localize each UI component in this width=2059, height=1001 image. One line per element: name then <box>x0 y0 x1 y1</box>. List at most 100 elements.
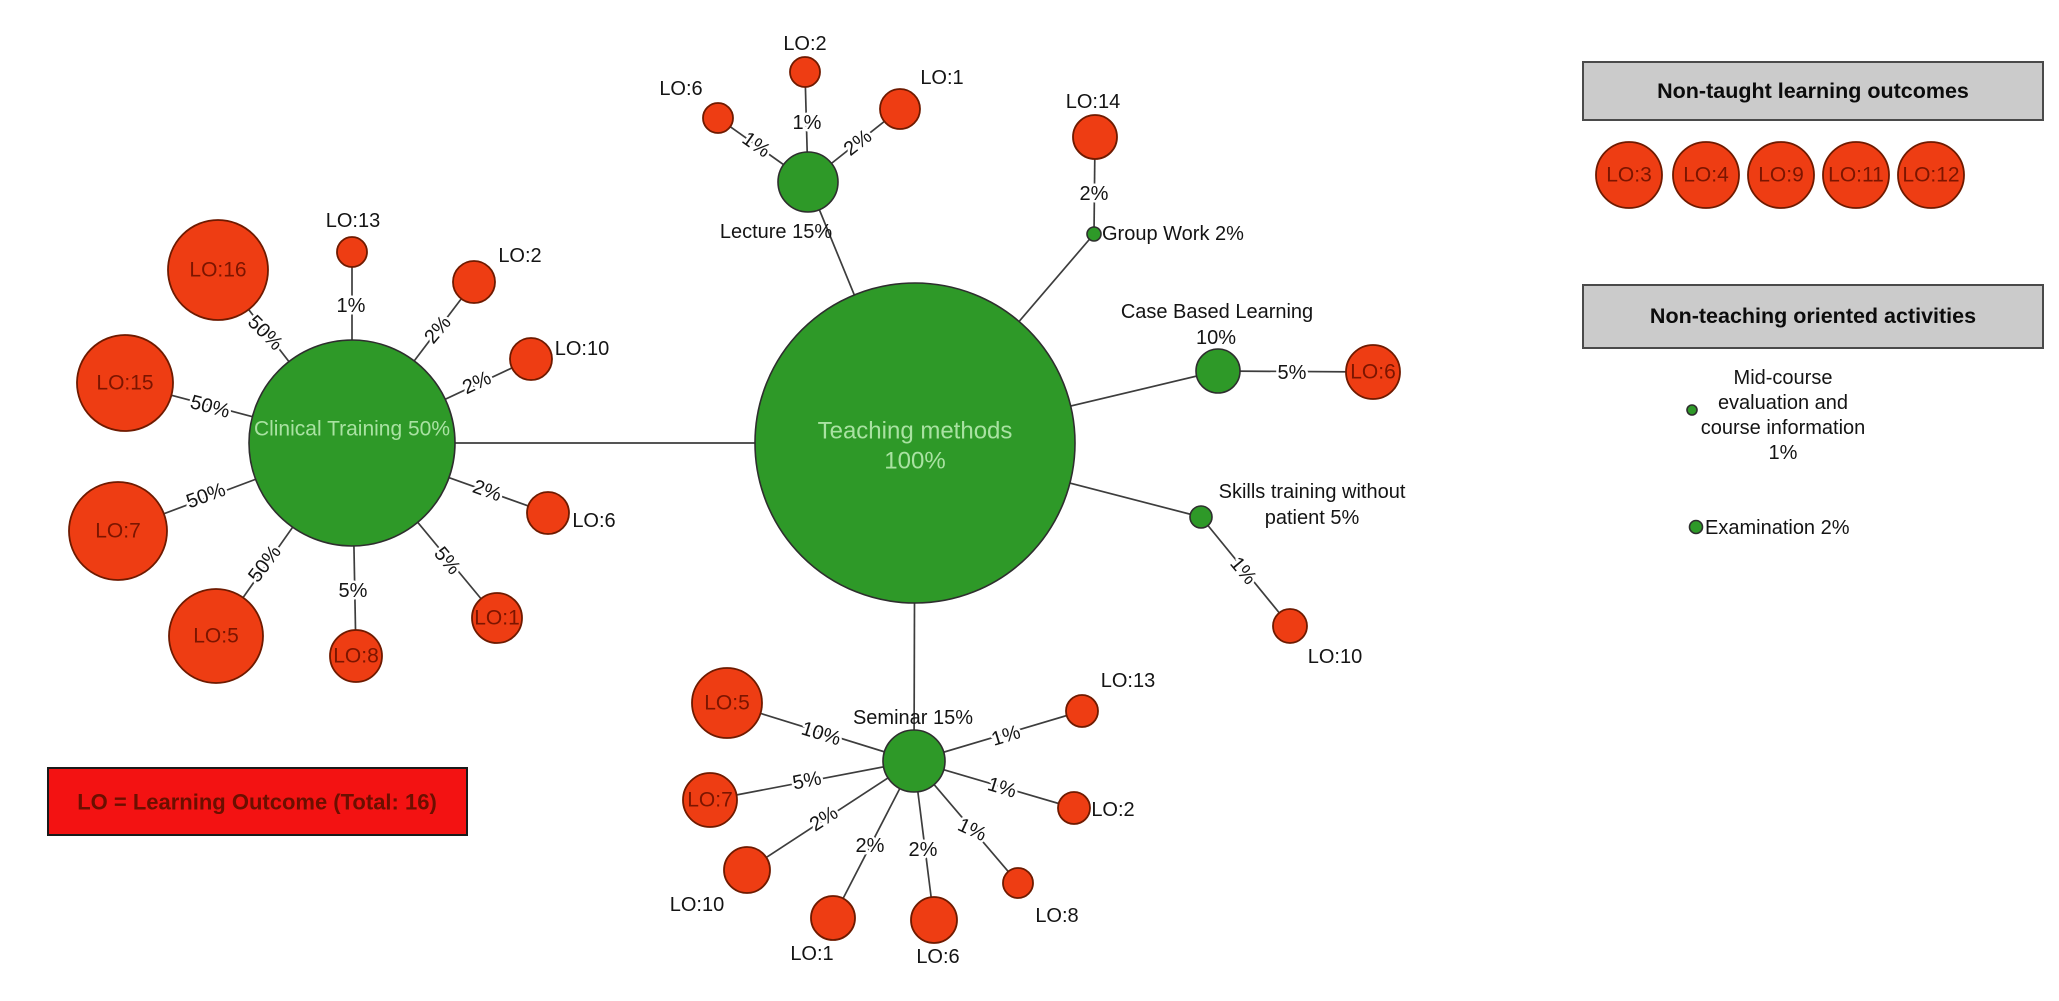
label-seminar-lo7: LO:7 <box>687 789 733 812</box>
case-based-learning-label: Case Based Learning <box>1121 301 1313 323</box>
node-lecture-lo2 <box>789 56 821 88</box>
label-seminar-lo10: LO:10 <box>670 894 724 916</box>
label-casebased-lo6: LO:6 <box>1350 361 1396 384</box>
pct-clinical-lo13: 1% <box>337 295 366 317</box>
skills-training-label-line1: Skills training without <box>1219 481 1406 503</box>
node-skills-lo10 <box>1272 608 1308 644</box>
label-nontaught-lo9: LO:9 <box>1758 164 1804 187</box>
pct-seminar-lo13: 1% <box>989 721 1023 751</box>
pct-groupwork-lo14: 2% <box>1080 183 1109 205</box>
teaching-methods-label: Teaching methods <box>818 418 1013 445</box>
pct-clinical-lo15: 50% <box>188 391 233 423</box>
edge-seminar-lo7 <box>709 760 915 801</box>
node-nontaught-lo3 <box>1595 141 1663 209</box>
pct-clinical-lo8: 5% <box>339 580 368 602</box>
pct-seminar-lo1: 2% <box>856 835 885 857</box>
node-skills-training <box>1189 505 1213 529</box>
mid-course-line1: Mid-course <box>1734 367 1833 389</box>
pct-lecture-lo1: 2% <box>840 125 876 160</box>
node-nontaught-lo9 <box>1747 141 1815 209</box>
node-clinical-training <box>248 339 456 547</box>
label-clinical-lo2: LO:2 <box>498 245 541 267</box>
pct-seminar-lo7: 5% <box>791 767 824 794</box>
pct-seminar-lo6: 2% <box>909 839 938 861</box>
pct-clinical-lo16: 50% <box>243 311 287 355</box>
edge-skills-lo10 <box>1200 516 1291 627</box>
mid-course-dot <box>1686 404 1698 416</box>
seminar-label: Seminar 15% <box>853 707 973 729</box>
node-seminar-lo6 <box>910 896 958 944</box>
nodes <box>68 56 1401 944</box>
non-teaching-header-box <box>1582 284 2044 349</box>
label-clinical-lo10: LO:10 <box>555 338 609 360</box>
edge-seminar-lo10 <box>746 760 915 871</box>
node-labels: Teaching methods 100% Clinical Training … <box>95 33 1406 968</box>
label-nontaught-lo11: LO:11 <box>1828 164 1884 187</box>
non-taught-panel: Non-taught learning outcomes LO:3 LO:4 L… <box>1582 61 2044 209</box>
node-seminar-lo2 <box>1057 791 1091 825</box>
pct-lecture-lo6: 1% <box>738 128 774 163</box>
node-lecture-lo1 <box>879 88 921 130</box>
node-nontaught-lo11 <box>1822 141 1890 209</box>
node-seminar-lo5 <box>691 667 763 739</box>
pct-seminar-lo10: 2% <box>806 802 842 836</box>
label-clinical-lo16: LO:16 <box>189 259 246 282</box>
node-seminar <box>882 729 946 793</box>
node-clinical-lo16 <box>167 219 269 321</box>
node-group-work <box>1086 226 1102 242</box>
node-case-based-learning <box>1195 348 1241 394</box>
mid-course-line2: evaluation and <box>1718 392 1848 414</box>
label-seminar-lo1: LO:1 <box>790 943 833 965</box>
label-clinical-lo6: LO:6 <box>572 510 615 532</box>
node-seminar-lo10 <box>723 846 771 894</box>
pct-clinical-lo10: 2% <box>459 367 495 399</box>
node-groupwork-lo14 <box>1072 114 1118 160</box>
group-work-label: Group Work 2% <box>1102 223 1244 245</box>
label-lecture-lo1: LO:1 <box>920 67 963 89</box>
label-clinical-lo7: LO:7 <box>95 520 141 543</box>
node-clinical-lo15 <box>76 334 174 432</box>
label-lecture-lo6: LO:6 <box>659 78 702 100</box>
label-nontaught-lo3: LO:3 <box>1606 164 1652 187</box>
node-clinical-lo1 <box>471 592 523 644</box>
label-seminar-lo2: LO:2 <box>1091 799 1134 821</box>
node-teaching-methods <box>754 282 1076 604</box>
node-seminar-lo7 <box>682 772 738 828</box>
node-nontaught-lo4 <box>1672 141 1740 209</box>
label-clinical-lo13: LO:13 <box>326 210 380 232</box>
skills-training-label-line2: patient 5% <box>1265 507 1360 529</box>
non-teaching-header-title: Non-teaching oriented activities <box>1650 304 1976 328</box>
pct-clinical-lo5: 50% <box>244 541 286 586</box>
pct-seminar-lo5: 10% <box>799 718 844 751</box>
non-teaching-panel: Non-teaching oriented activities Mid-cou… <box>1582 284 2044 539</box>
label-clinical-lo1: LO:1 <box>474 607 520 630</box>
label-clinical-lo8: LO:8 <box>333 645 379 668</box>
node-seminar-lo8 <box>1002 867 1034 899</box>
examination-dot <box>1688 519 1704 535</box>
node-clinical-lo10 <box>509 337 553 381</box>
pct-lecture-lo2: 1% <box>793 112 822 134</box>
node-clinical-lo8 <box>329 629 383 683</box>
examination-label: Examination 2% <box>1705 517 1850 539</box>
label-clinical-lo5: LO:5 <box>193 625 239 648</box>
clinical-training-label: Clinical Training 50% <box>254 418 450 441</box>
legend-box <box>47 767 468 836</box>
legend: LO = Learning Outcome (Total: 16) <box>47 767 468 836</box>
mid-course-line4: 1% <box>1769 442 1798 464</box>
pct-seminar-lo8: 1% <box>954 814 990 846</box>
node-casebased-lo6 <box>1345 344 1401 400</box>
pct-casebased-lo6: 5% <box>1278 362 1307 384</box>
label-nontaught-lo4: LO:4 <box>1683 164 1729 187</box>
node-lecture <box>777 151 839 213</box>
teaching-methods-percent: 100% <box>884 448 945 475</box>
label-seminar-lo13: LO:13 <box>1101 670 1155 692</box>
lecture-label: Lecture 15% <box>720 221 833 243</box>
pct-clinical-lo6: 2% <box>470 476 505 507</box>
case-based-learning-percent: 10% <box>1196 327 1236 349</box>
node-clinical-lo13 <box>336 236 368 268</box>
node-seminar-lo13 <box>1065 694 1099 728</box>
node-nontaught-lo12 <box>1897 141 1965 209</box>
label-nontaught-lo12: LO:12 <box>1902 164 1959 187</box>
